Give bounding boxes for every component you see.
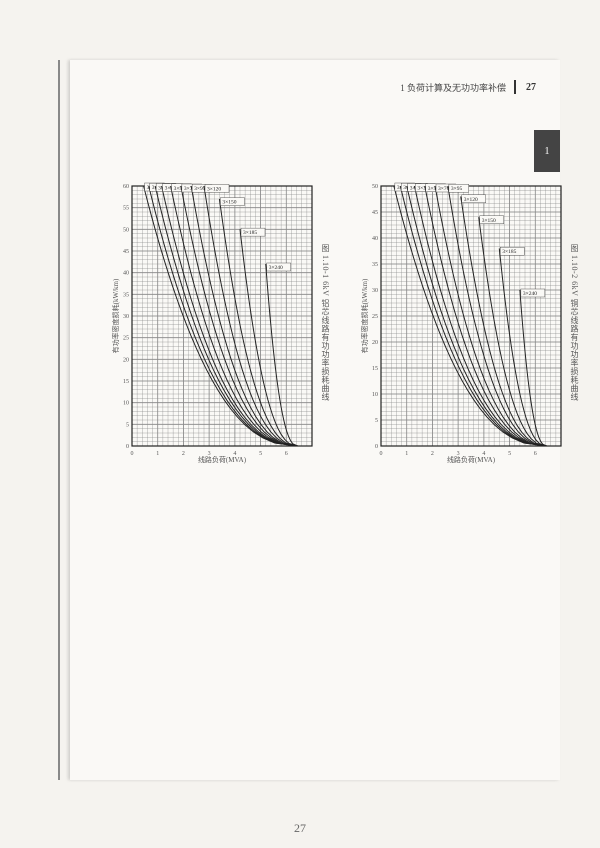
chart-block: 0123456051015202530354045503×103×163×253… <box>359 180 580 464</box>
header-page-number: 27 <box>522 81 540 94</box>
loss-chart: 0123456051015202530354045503×103×163×253… <box>359 180 567 464</box>
curve-label: 3×185 <box>502 249 516 255</box>
ytick-label: 10 <box>372 392 378 398</box>
loss-chart: 01234560510152025303540455055603×103×163… <box>110 180 318 464</box>
y-axis-label: 有功率密度损耗(kW/km) <box>111 278 120 353</box>
ytick-label: 45 <box>372 210 378 216</box>
loss-curve <box>499 248 546 446</box>
xtick-label: 2 <box>182 451 185 457</box>
ytick-label: 20 <box>372 340 378 346</box>
curve-label: 3×150 <box>482 218 496 224</box>
curve-label: 3×95 <box>451 186 463 192</box>
ytick-label: 45 <box>123 249 129 255</box>
ytick-label: 50 <box>123 227 129 233</box>
ytick-label: 20 <box>123 357 129 363</box>
ytick-label: 60 <box>123 184 129 190</box>
ytick-label: 30 <box>123 314 129 320</box>
xtick-label: 1 <box>156 451 159 457</box>
curve-label: 3×120 <box>464 197 478 203</box>
xtick-label: 5 <box>259 451 262 457</box>
chart-caption: 图 1.10-1 6kV 铝芯线路有功功率损耗曲线 <box>320 244 331 401</box>
y-axis-label: 有功率密度损耗(kW/km) <box>360 278 369 353</box>
xtick-label: 6 <box>534 451 537 457</box>
header-title: 1 负荷计算及无功功率补偿 <box>400 81 506 94</box>
xtick-label: 2 <box>431 451 434 457</box>
xtick-label: 5 <box>508 451 511 457</box>
xtick-label: 0 <box>380 451 383 457</box>
charts-row: 01234560510152025303540455055603×103×163… <box>110 180 540 464</box>
header-rule <box>514 80 516 94</box>
header-bar: 1 负荷计算及无功功率补偿 27 <box>400 80 540 94</box>
ytick-label: 35 <box>123 292 129 298</box>
ytick-label: 0 <box>126 444 129 450</box>
curve-label: 3×120 <box>207 186 221 192</box>
chart-block: 01234560510152025303540455055603×103×163… <box>110 180 331 464</box>
x-axis-label: 线路负荷(MVA) <box>198 455 247 464</box>
chart-caption: 图 1.10-2 6kV 铜芯线路有功功率损耗曲线 <box>569 244 580 401</box>
ytick-label: 25 <box>372 314 378 320</box>
chapter-tab-label: 1 <box>545 146 550 157</box>
xtick-label: 1 <box>405 451 408 457</box>
curve-label: 3×240 <box>523 291 537 297</box>
ytick-label: 40 <box>123 271 129 277</box>
footer-page-number: 27 <box>294 821 306 836</box>
x-axis-label: 线路负荷(MVA) <box>447 455 496 464</box>
ytick-label: 25 <box>123 336 129 342</box>
chapter-tab: 1 <box>534 130 560 172</box>
ytick-label: 30 <box>372 288 378 294</box>
ytick-label: 5 <box>126 422 129 428</box>
page-sheet: 1 负荷计算及无功功率补偿 27 1 012345605101520253035… <box>70 60 560 780</box>
ytick-label: 10 <box>123 401 129 407</box>
ytick-label: 15 <box>372 366 378 372</box>
ytick-label: 50 <box>372 184 378 190</box>
curve-label: 3×240 <box>269 265 283 271</box>
ytick-label: 5 <box>375 418 378 424</box>
left-margin-rule <box>58 60 60 780</box>
xtick-label: 6 <box>285 451 288 457</box>
xtick-label: 0 <box>131 451 134 457</box>
curve-label: 3×150 <box>222 200 236 206</box>
ytick-label: 15 <box>123 379 129 385</box>
ytick-label: 40 <box>372 236 378 242</box>
ytick-label: 35 <box>372 262 378 268</box>
curve-label: 3×185 <box>243 230 257 236</box>
ytick-label: 0 <box>375 444 378 450</box>
ytick-label: 55 <box>123 206 129 212</box>
